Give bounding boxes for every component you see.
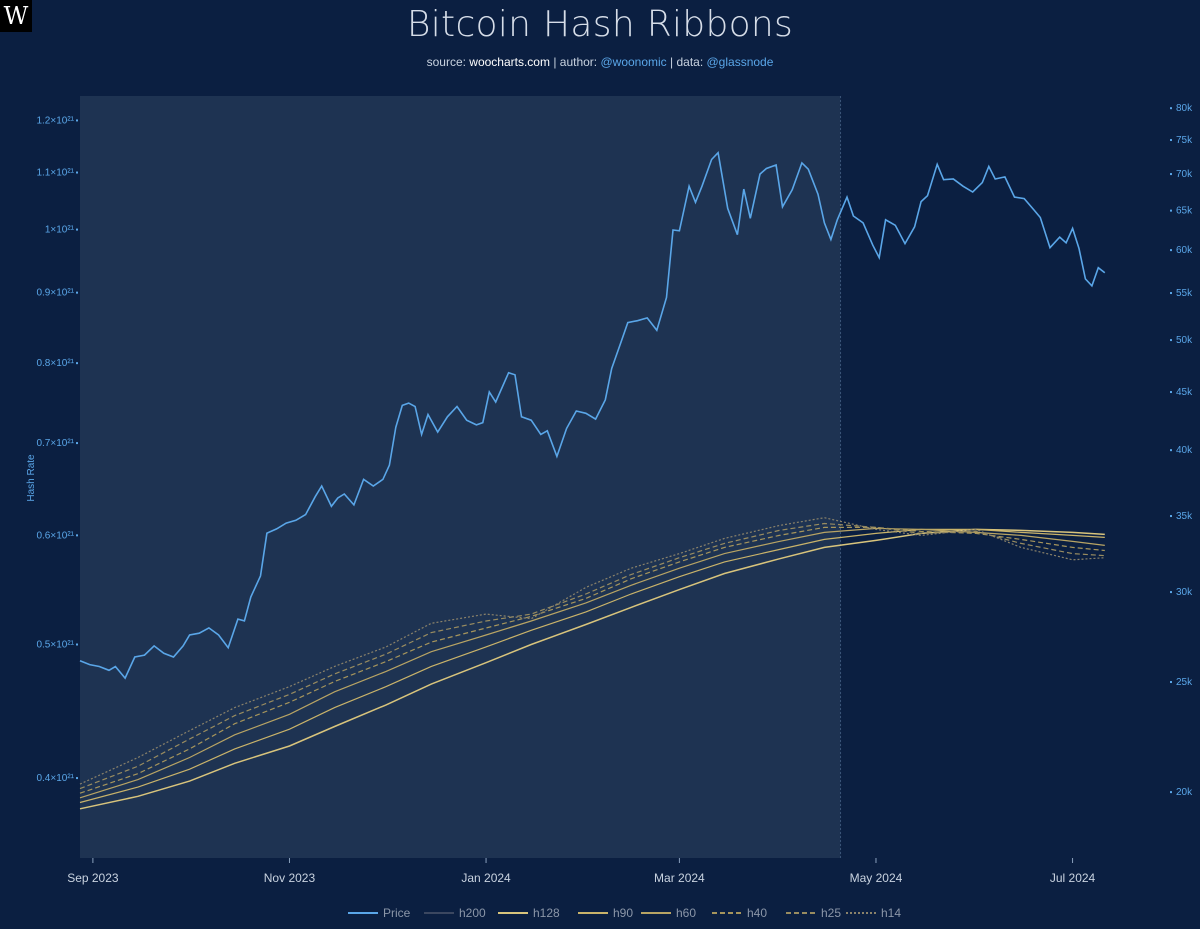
author-link[interactable]: @woonomic xyxy=(600,55,667,69)
y-right-tick-label: 65k xyxy=(1176,206,1193,217)
x-tick-label: May 2024 xyxy=(850,871,903,885)
y-right-tick-label: 35k xyxy=(1176,511,1193,522)
y-right-tick-mark xyxy=(1170,209,1172,212)
y-right-tick-label: 30k xyxy=(1176,587,1193,598)
y-left-tick-label: 0.4×10²¹ xyxy=(36,773,74,784)
y-right-tick-label: 55k xyxy=(1176,288,1193,299)
y-left-tick-mark xyxy=(76,777,78,780)
data-label: | data: xyxy=(666,55,707,69)
shaded-region xyxy=(80,96,841,858)
x-tick-label: Mar 2024 xyxy=(654,871,705,885)
x-tick-label: Jan 2024 xyxy=(461,871,511,885)
y-left-tick-label: 0.7×10²¹ xyxy=(36,438,74,449)
x-tick-label: Jul 2024 xyxy=(1050,871,1096,885)
x-tick-label: Nov 2023 xyxy=(264,871,316,885)
series-price-line[interactable] xyxy=(79,150,1106,680)
y-right-tick-mark xyxy=(1170,107,1172,110)
y-right-tick-label: 25k xyxy=(1176,677,1193,688)
y-right-tick-label: 80k xyxy=(1176,103,1193,114)
x-axis: Sep 2023 Nov 2023 Jan 2024 Mar 2024 May 2024… xyxy=(67,858,1096,885)
y-left-tick-mark xyxy=(76,534,78,537)
y-left-tick-mark xyxy=(76,171,78,174)
chart-subtitle: source: woocharts.com | author: @woonomi… xyxy=(0,55,1200,69)
author-label: | author: xyxy=(549,55,601,69)
y-left-tick-mark xyxy=(76,119,78,122)
legend-label: h60 xyxy=(676,906,696,920)
series-h60-line[interactable] xyxy=(79,527,1105,799)
legend-label: h128 xyxy=(533,906,560,920)
y-right-tick-mark xyxy=(1170,339,1172,342)
y-right-tick-label: 75k xyxy=(1176,135,1193,146)
y-right-tick-mark xyxy=(1170,292,1172,295)
series-h25-line[interactable] xyxy=(79,522,1105,790)
series-h40-line[interactable] xyxy=(79,526,1105,794)
y-right-tick-mark xyxy=(1170,249,1172,252)
legend-label: h90 xyxy=(613,906,633,920)
y-left-tick-mark xyxy=(76,291,78,294)
y-left-tick-label: 0.9×10²¹ xyxy=(36,288,74,299)
legend-item-h128[interactable]: h128 xyxy=(498,906,560,920)
legend-label: Price xyxy=(383,906,411,920)
y-right-tick-label: 50k xyxy=(1176,335,1193,346)
ribbon-series xyxy=(79,517,1105,810)
y-left-tick-label: 0.5×10²¹ xyxy=(36,639,74,650)
y-left-tick-label: 1×10²¹ xyxy=(45,225,75,236)
data-link[interactable]: @glassnode xyxy=(706,55,774,69)
y-left-tick-mark xyxy=(76,362,78,365)
woocharts-logo-icon: W xyxy=(0,0,32,32)
y-axis-left: 0.4×10²¹ 0.5×10²¹ 0.6×10²¹ 0.7×10²¹ 0.8×10²¹… xyxy=(36,115,78,784)
legend-label: h40 xyxy=(747,906,767,920)
y-left-tick-label: 0.6×10²¹ xyxy=(36,530,74,541)
series-h90-line[interactable] xyxy=(79,528,1105,804)
chart-title: Bitcoin Hash Ribbons xyxy=(406,4,794,45)
y-right-tick-mark xyxy=(1170,515,1172,518)
y-right-tick-label: 70k xyxy=(1176,169,1193,180)
y-right-tick-label: 60k xyxy=(1176,245,1193,256)
y-right-tick-mark xyxy=(1170,791,1172,794)
legend-item-h60[interactable]: h60 xyxy=(641,906,696,920)
y-axis-right: 20k 25k 30k 35k 40k 45k 50k 55k 60k 65k 70k 75k 80k xyxy=(1170,103,1193,798)
y-left-tick-mark xyxy=(76,643,78,646)
x-tick-label: Sep 2023 xyxy=(67,871,119,885)
y-left-tick-label: 1.1×10²¹ xyxy=(36,168,74,179)
y-right-tick-label: 20k xyxy=(1176,787,1193,798)
source-label: source: xyxy=(426,55,470,69)
legend-label: h25 xyxy=(821,906,841,920)
legend-label: h200 xyxy=(459,906,486,920)
legend-item-h25[interactable]: h25 xyxy=(786,906,841,920)
y-axis-label: Hash Rate xyxy=(26,454,37,502)
source-link[interactable]: woocharts.com xyxy=(469,55,550,69)
y-right-tick-label: 45k xyxy=(1176,387,1193,398)
y-right-tick-mark xyxy=(1170,391,1172,394)
y-right-tick-mark xyxy=(1170,449,1172,452)
y-left-tick-mark xyxy=(76,442,78,445)
y-right-tick-mark xyxy=(1170,591,1172,594)
y-right-tick-label: 40k xyxy=(1176,445,1193,456)
y-left-tick-label: 0.8×10²¹ xyxy=(36,358,74,369)
legend-item-h14[interactable]: h14 xyxy=(846,906,901,920)
series-h14-line[interactable] xyxy=(79,517,1105,785)
legend-item-h90[interactable]: h90 xyxy=(578,906,633,920)
y-left-tick-label: 1.2×10²¹ xyxy=(36,115,74,126)
y-right-tick-mark xyxy=(1170,139,1172,142)
legend-item-price[interactable]: Price xyxy=(348,906,411,920)
y-right-tick-mark xyxy=(1170,173,1172,176)
legend-item-h40[interactable]: h40 xyxy=(712,906,767,920)
y-right-tick-mark xyxy=(1170,681,1172,684)
y-left-tick-mark xyxy=(76,228,78,231)
legend[interactable]: Price h200 h128 h90 h60 h40 h25 h14 xyxy=(348,906,901,920)
legend-label: h14 xyxy=(881,906,901,920)
legend-item-h200[interactable]: h200 xyxy=(424,906,486,920)
